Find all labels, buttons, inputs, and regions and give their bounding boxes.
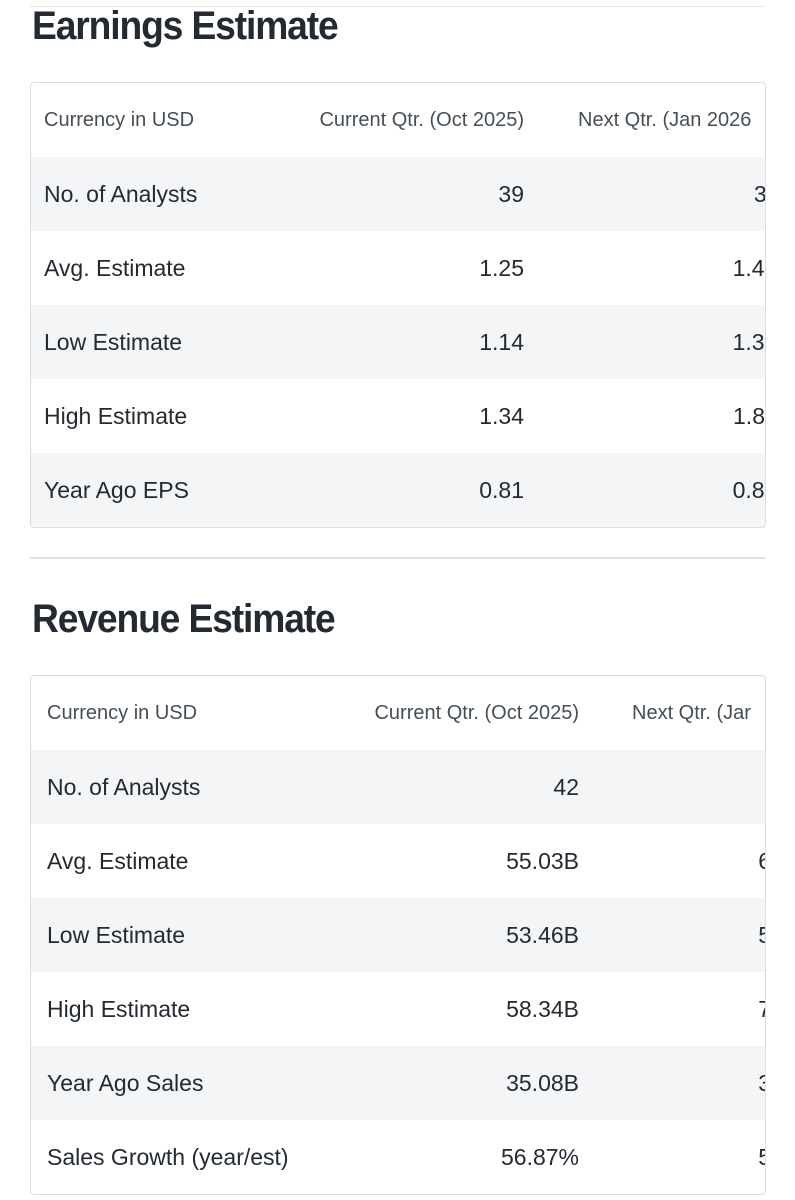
current-qtr-value: 0.81 [479, 477, 524, 503]
row-label: Sales Growth (year/est) [47, 1144, 289, 1170]
table-header-row: Currency in USD Current Qtr. (Oct 2025) … [31, 83, 765, 157]
header-next-qtr: Next Qtr. (Jan 2026 [578, 109, 752, 131]
top-border [30, 6, 765, 7]
header-currency: Currency in USD [47, 702, 198, 724]
table-row: Sales Growth (year/est) 56.87% 5 [31, 1120, 765, 1194]
next-qtr-value [651, 750, 765, 824]
next-qtr-value: 5 [651, 898, 765, 972]
table-row: No. of Analysts 39 3! [31, 157, 765, 231]
table-row: Year Ago Sales 35.08B 3 [31, 1046, 765, 1120]
row-label: No. of Analysts [44, 181, 198, 207]
current-qtr-value: 35.08B [506, 1070, 579, 1096]
row-label: Year Ago EPS [44, 477, 189, 503]
table-row: Avg. Estimate 1.25 1.4: [31, 231, 765, 305]
current-qtr-value: 1.25 [479, 255, 524, 281]
table-row: Low Estimate 53.46B 5 [31, 898, 765, 972]
current-qtr-value: 58.34B [506, 996, 579, 1022]
header-current-qtr: Current Qtr. (Oct 2025) [374, 702, 579, 724]
header-next-qtr: Next Qtr. (Jar [632, 702, 751, 724]
next-qtr-value: 1.3: [732, 329, 765, 355]
row-label: Avg. Estimate [44, 255, 186, 281]
next-qtr-value: 3 [651, 1046, 765, 1120]
current-qtr-value: 56.87% [500, 1144, 579, 1170]
table-row: High Estimate 1.34 1.8 [31, 379, 765, 453]
table-row: High Estimate 58.34B 7 [31, 972, 765, 1046]
next-qtr-value: 3! [753, 181, 766, 207]
row-label: High Estimate [47, 996, 191, 1022]
row-label: High Estimate [44, 403, 188, 429]
table-row: Avg. Estimate 55.03B 6 [31, 824, 765, 898]
revenue-estimate-title: Revenue Estimate [32, 597, 336, 641]
earnings-estimate-table: Currency in USD Current Qtr. (Oct 2025) … [30, 82, 766, 528]
current-qtr-value: 55.03B [506, 848, 579, 874]
next-qtr-value: 1.8 [733, 403, 765, 429]
row-label: Low Estimate [44, 329, 183, 355]
row-label: Low Estimate [47, 922, 186, 948]
table-row: No. of Analysts 42 [31, 750, 765, 824]
next-qtr-value: 1.4: [732, 255, 765, 281]
row-label: No. of Analysts [47, 774, 201, 800]
current-qtr-value: 39 [498, 181, 524, 207]
earnings-estimate-title: Earnings Estimate [32, 4, 339, 48]
current-qtr-value: 53.46B [506, 922, 579, 948]
next-qtr-value: 0.8! [732, 477, 765, 503]
table-row: Year Ago EPS 0.81 0.8! [31, 453, 765, 527]
table-row: Low Estimate 1.14 1.3: [31, 305, 765, 379]
row-label: Year Ago Sales [47, 1070, 204, 1096]
section-divider [30, 557, 765, 559]
current-qtr-value: 1.34 [479, 403, 524, 429]
current-qtr-value: 1.14 [479, 329, 524, 355]
next-qtr-value: 6 [651, 824, 765, 898]
next-qtr-value: 5 [651, 1120, 765, 1194]
next-qtr-value: 7 [651, 972, 765, 1046]
header-current-qtr: Current Qtr. (Oct 2025) [319, 109, 524, 131]
current-qtr-value: 42 [553, 774, 579, 800]
row-label: Avg. Estimate [47, 848, 189, 874]
header-currency: Currency in USD [44, 109, 195, 131]
table-header-row: Currency in USD Current Qtr. (Oct 2025) … [31, 676, 765, 750]
revenue-estimate-table: Currency in USD Current Qtr. (Oct 2025) … [30, 675, 766, 1195]
